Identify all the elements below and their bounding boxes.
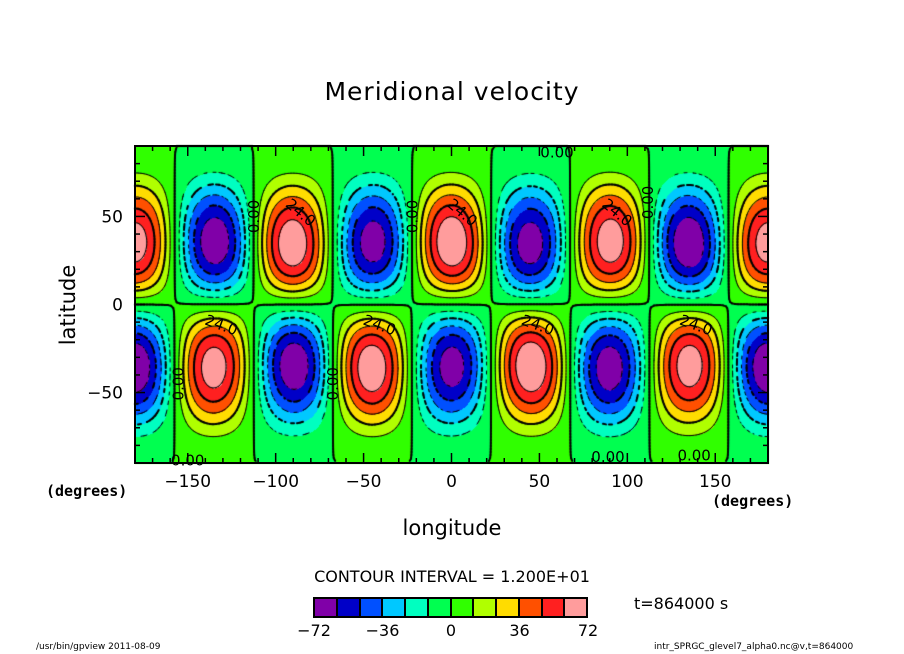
contour-line-label: 0.00 xyxy=(591,448,624,466)
x-axis-unit-right: (degrees) xyxy=(712,492,794,510)
colorbar-swatch xyxy=(360,599,382,616)
contour-line-label: 24.0 xyxy=(599,195,636,230)
colorbar-tick-label: 72 xyxy=(577,621,599,640)
x-tick-label: −150 xyxy=(164,472,211,492)
contour-line-label: 0.00 xyxy=(169,367,187,400)
x-tick-label: −50 xyxy=(346,472,382,492)
x-tick-label: −100 xyxy=(252,472,299,492)
contour-line-label: 0.00 xyxy=(540,144,573,162)
colorbar-swatch xyxy=(474,599,495,616)
colorbar-swatch xyxy=(406,599,427,616)
colorbar-tick-label: 36 xyxy=(509,621,530,640)
plot-frame xyxy=(134,145,769,464)
contour-line-label: 24.0 xyxy=(519,311,557,339)
colorbar-tick-label: −72 xyxy=(297,621,331,640)
x-axis-label: longitude xyxy=(402,516,502,540)
colorbar-swatch xyxy=(497,599,518,616)
contour-line-label: 0.00 xyxy=(245,200,263,233)
footer-program-date: /usr/bin/gpview 2011-08-09 xyxy=(36,642,161,652)
contour-line-label: 24.0 xyxy=(282,195,319,230)
contour-line-label: 24.0 xyxy=(361,311,399,339)
x-tick-label: 0 xyxy=(446,472,457,492)
y-axis-label: latitude xyxy=(56,264,80,346)
chart-title: Meridional velocity xyxy=(324,77,580,106)
contour-line-label: 0.00 xyxy=(639,186,657,219)
contour-line-label: 0.00 xyxy=(171,452,204,470)
contour-plot-area xyxy=(133,144,770,465)
contour-line-label: 24.0 xyxy=(677,311,715,339)
contour-line-label: 0.00 xyxy=(324,367,342,400)
colorbar-swatch xyxy=(428,599,450,616)
contour-line-label: 24.0 xyxy=(444,195,481,230)
contour-line-label: 0.00 xyxy=(403,200,421,233)
time-label: t=864000 s xyxy=(634,594,729,613)
x-axis-unit-left: (degrees) xyxy=(46,482,128,500)
y-tick-label: 0 xyxy=(112,296,123,316)
contour-interval-text: CONTOUR INTERVAL = 1.200E+01 xyxy=(314,567,590,586)
colorbar-swatch xyxy=(315,599,336,616)
colorbar-swatch xyxy=(383,599,404,616)
colorbar-tick-label: 0 xyxy=(445,621,457,640)
footer-data-source: intr_SPRGC_glevel7_alpha0.nc@v,t=864000 xyxy=(654,642,854,652)
colorbar-swatch xyxy=(451,599,473,616)
contour-line-label: 24.0 xyxy=(203,311,241,339)
x-tick-label: 50 xyxy=(529,472,551,492)
colorbar-swatch xyxy=(565,599,586,616)
y-tick-label: −50 xyxy=(87,384,123,404)
colorbar xyxy=(313,597,588,618)
x-tick-label: 100 xyxy=(611,472,643,492)
colorbar-swatch xyxy=(519,599,541,616)
y-tick-label: 50 xyxy=(101,207,123,227)
contour-line-label: 0.00 xyxy=(677,446,710,464)
x-tick-label: 150 xyxy=(699,472,731,492)
colorbar-tick-label: −36 xyxy=(365,621,400,640)
colorbar-swatch xyxy=(542,599,564,616)
colorbar-swatch xyxy=(337,599,359,616)
